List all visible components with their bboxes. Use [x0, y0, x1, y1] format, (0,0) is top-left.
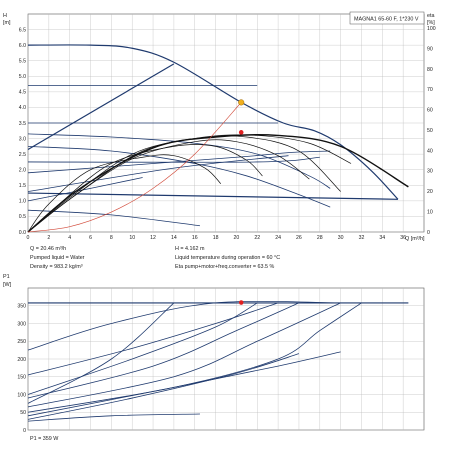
x-tick-label: 16 [192, 235, 198, 241]
x-tick-label: 14 [171, 235, 177, 241]
pump-curve [27, 155, 289, 192]
bottom-chart-grid [27, 287, 425, 431]
power-curve [27, 302, 362, 413]
y-tick-label: 6.5 [19, 27, 26, 33]
y-axis-unit-h: [m] [3, 20, 11, 26]
power-curve [27, 300, 341, 351]
efficiency-curve [27, 154, 222, 233]
p1-tick-label: 150 [17, 375, 26, 381]
pump-curve [27, 133, 331, 189]
x-tick-label: 22 [254, 235, 260, 241]
chart-title: MAGNA1 65-60 F, 1*230 V [354, 17, 419, 23]
p1-tick-label: 200 [17, 357, 26, 363]
y-tick-label: 4.5 [19, 90, 26, 96]
x-tick-label: 32 [359, 235, 365, 241]
efficiency-point-marker [238, 130, 244, 135]
y-tick-label: 4.0 [19, 105, 26, 111]
top-chart-curves [27, 44, 409, 233]
title-box [349, 11, 425, 25]
y-tick-label: 2.0 [19, 168, 26, 174]
pump-curve [27, 177, 143, 202]
eta-tick-label: 100 [427, 26, 436, 32]
y-tick-label: 1.0 [19, 199, 26, 205]
axis-ticks: 0 2 4 6 8 10 12 14 16 18 20 22 24 26 28 30 32 34 360.00.51… [17, 26, 435, 434]
p1-tick-label: 100 [17, 392, 26, 398]
efficiency-curve [27, 134, 352, 233]
eta-tick-label: 80 [427, 67, 433, 73]
x-axis-label: Q [m³/h] [405, 236, 425, 242]
y-axis-label-p1: P1 [3, 274, 10, 280]
y-tick-label: 5.5 [19, 59, 26, 65]
x-tick-label: 28 [317, 235, 323, 241]
x-tick-label: 34 [379, 235, 385, 241]
p1-tick-label: 250 [17, 339, 26, 345]
power-curve [27, 302, 300, 399]
operating-point-marker [238, 99, 245, 106]
x-tick-label: 30 [338, 235, 344, 241]
eta-tick-label: 50 [427, 128, 433, 134]
pump-curve [27, 150, 331, 174]
eta-tick-label: 90 [427, 46, 433, 52]
p1-tick-label: 350 [17, 304, 26, 310]
system-curve [27, 102, 242, 233]
pump-curve [27, 44, 399, 200]
x-tick-label: 24 [275, 235, 281, 241]
info-liquid: Pumped liquid = Water [30, 255, 85, 261]
bottom-chart-curves [27, 300, 409, 422]
x-tick-label: 36 [400, 235, 406, 241]
eta-tick-label: 60 [427, 108, 433, 114]
power-curve [27, 302, 279, 376]
x-tick-label: 20 [234, 235, 240, 241]
eta-tick-label: 0 [427, 230, 430, 236]
eta-tick-label: 20 [427, 189, 433, 195]
pump-curve [27, 145, 331, 208]
power-curve [27, 302, 341, 408]
y-tick-label: 3.0 [19, 136, 26, 142]
y-tick-label: 0.5 [19, 214, 26, 220]
x-tick-label: 0 [27, 235, 30, 241]
efficiency-curve [27, 134, 409, 233]
y-axis-unit-eta: [%] [427, 20, 435, 26]
power-curve [27, 302, 258, 395]
y-tick-label: 1.5 [19, 183, 26, 189]
y-axis-label-h: H [3, 13, 7, 19]
p1-tick-label: 0 [23, 428, 26, 434]
y-axis-unit-p1: [W] [3, 282, 12, 288]
x-tick-label: 26 [296, 235, 302, 241]
y-tick-label: 6.0 [19, 43, 26, 49]
x-tick-label: 2 [47, 235, 50, 241]
eta-tick-label: 70 [427, 87, 433, 93]
power-curve [27, 413, 200, 422]
info-eta: Eta pump+motor+freq.converter = 63.5 % [175, 264, 275, 270]
x-tick-label: 18 [213, 235, 219, 241]
y-tick-label: 5.0 [19, 74, 26, 80]
p1-tick-label: 50 [20, 410, 26, 416]
y-tick-label: 3.5 [19, 121, 26, 127]
info-p1: P1 = 359 W [30, 436, 59, 442]
eta-tick-label: 10 [427, 209, 433, 215]
info-density: Density = 983.2 kg/m³ [30, 264, 83, 270]
info-temp: Liquid temperature during operation = 60… [175, 255, 280, 261]
eta-tick-label: 30 [427, 169, 433, 175]
y-axis-label-eta: eta [427, 13, 435, 19]
eta-tick-label: 40 [427, 148, 433, 154]
info-q: Q = 20.46 m³/h [30, 246, 66, 252]
x-tick-label: 6 [89, 235, 92, 241]
pump-curve [27, 209, 200, 227]
y-tick-label: 2.5 [19, 152, 26, 158]
p1-tick-label: 300 [17, 321, 26, 327]
x-tick-label: 12 [150, 235, 156, 241]
prop-pressure-curve [27, 192, 398, 200]
info-h: H = 4.162 m [175, 246, 205, 252]
prop-pressure-curve [27, 63, 175, 150]
power-curve [27, 353, 300, 420]
power-point-marker [238, 300, 244, 305]
x-tick-label: 8 [110, 235, 113, 241]
x-tick-label: 4 [68, 235, 71, 241]
y-tick-label: 0.0 [19, 230, 26, 236]
x-tick-label: 10 [129, 235, 135, 241]
